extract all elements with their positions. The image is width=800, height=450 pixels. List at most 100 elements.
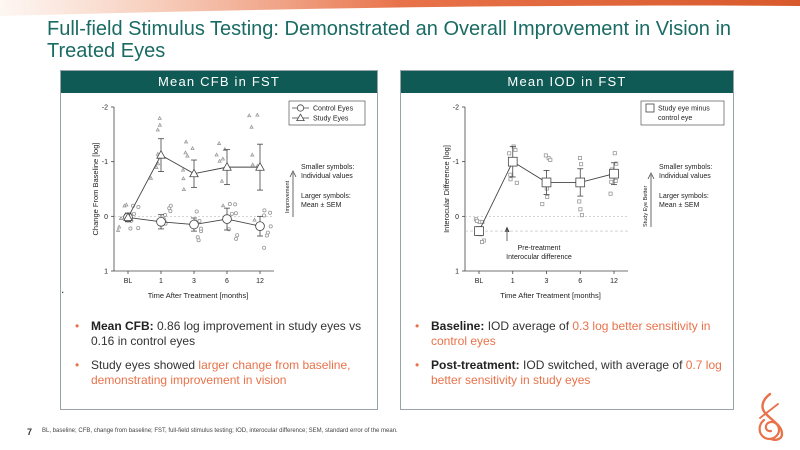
y-tick-label: 1	[455, 269, 459, 276]
individual-value	[183, 150, 188, 155]
x-tick-label: BL	[475, 278, 484, 285]
individual-value	[579, 162, 584, 167]
individual-value	[262, 245, 267, 250]
y-tick-label: 0	[104, 214, 108, 221]
legend-study-minus-control-1: Study eye minus	[658, 106, 710, 113]
pretreatment-label: Pre-treatment	[518, 245, 561, 252]
individual-value	[132, 211, 137, 216]
individual-value	[154, 165, 159, 169]
annotation-larger: Larger symbols:	[659, 193, 709, 200]
annotation-smaller: Smaller symbols:	[301, 164, 354, 171]
mean-marker-circle	[156, 217, 166, 227]
individual-value	[548, 157, 553, 162]
individual-value	[507, 151, 512, 156]
annotation-mean-sem: Mean ± SEM	[659, 202, 700, 209]
individual-value	[183, 139, 189, 144]
legend-study-eyes: Study Eyes	[313, 116, 349, 123]
individual-value	[155, 161, 161, 166]
x-axis-label: Time After Treatment [months]	[500, 291, 601, 300]
legend-box	[640, 100, 725, 126]
mean-marker-triangle	[156, 149, 166, 159]
accent-bar	[0, 0, 800, 16]
x-tick-label: 3	[545, 278, 549, 285]
footnote: BL, baseline; CFB, change from baseline;…	[42, 428, 398, 434]
company-logo	[758, 392, 784, 441]
legend-circle-marker	[296, 104, 305, 112]
individual-value	[115, 227, 121, 232]
individual-value	[540, 202, 545, 207]
individual-value	[250, 152, 255, 157]
mean-marker-triangle	[222, 161, 232, 171]
plot-area: -2 -1 0 1 BL 1 3 6 12 Time After Treatment [month…	[91, 105, 274, 300]
individual-value	[128, 226, 133, 231]
mean-marker-square	[474, 226, 484, 236]
mean-marker-square	[575, 177, 586, 188]
bullet-highlight: 0.3 log better sensitivity in control ey…	[431, 319, 711, 348]
individual-value	[136, 226, 141, 231]
plot-area: -2 -1 0 1 BL 1 3 6 12 Time After Treatment [month…	[442, 105, 628, 300]
individual-value	[168, 209, 173, 214]
bullet-item: Post-treatment: IOD switched, with avera…	[413, 358, 723, 388]
stray-mark: .	[61, 282, 64, 296]
annotation-mean-sem: Mean ± SEM	[301, 202, 342, 209]
bullet-bold: Post-treatment:	[431, 358, 520, 372]
y-axis-label: Interocular Difference [log]	[442, 145, 451, 233]
individual-value	[249, 124, 254, 129]
x-tick-label: 1	[511, 278, 515, 285]
y-tick-label: 0	[455, 214, 459, 221]
individual-value	[514, 180, 519, 185]
bullet-item: Baseline: IOD average of 0.3 log better …	[413, 319, 723, 349]
individual-value	[136, 205, 141, 210]
individual-value	[227, 202, 232, 207]
individual-value	[181, 176, 186, 181]
mean-marker-circle	[222, 214, 232, 224]
improvement-label: Improvement	[285, 180, 291, 213]
individual-value	[181, 187, 187, 191]
bullet-text: 0.86 log improvement in study eyes vs 0.…	[91, 319, 362, 348]
mean-marker-square	[609, 168, 619, 179]
bullet-item: Mean CFB: 0.86 log improvement in study …	[73, 319, 367, 349]
study-eye-better-label: Study Eye Better	[643, 186, 649, 227]
individual-value	[190, 145, 195, 150]
individual-value	[233, 202, 238, 207]
y-tick-label: -2	[102, 105, 108, 112]
individual-value	[613, 178, 618, 183]
y-tick-label: 1	[104, 269, 108, 276]
bullet-item: Study eyes showed larger change from bas…	[73, 358, 367, 388]
individual-value	[168, 203, 173, 208]
individual-value	[268, 210, 273, 215]
x-tick-label: 1	[159, 278, 163, 285]
individual-value	[475, 218, 480, 223]
iod-panel: Mean IOD in FST Study eye minus control …	[400, 70, 734, 410]
y-tick-label: -2	[453, 105, 459, 112]
interocular-difference-label: Interocular difference	[506, 254, 572, 261]
individual-value	[195, 235, 200, 240]
legend-study-minus-control-2: control eye	[658, 115, 692, 122]
individual-value	[185, 153, 190, 158]
individual-value	[220, 156, 226, 161]
individual-value	[262, 208, 267, 213]
bullet-text: IOD switched, with average of	[519, 358, 686, 372]
individual-value	[197, 219, 202, 224]
y-tick-label: -1	[102, 159, 108, 166]
individual-value	[252, 217, 257, 222]
individual-value	[155, 127, 161, 132]
individual-value	[255, 112, 260, 117]
individual-value	[220, 203, 226, 208]
individual-value	[216, 141, 222, 145]
individual-value	[479, 240, 484, 245]
annotation-individual: Individual values	[301, 173, 353, 180]
cfb-panel: Mean CFB in FST . Control Eyes Study Eye…	[60, 70, 378, 410]
individual-value	[608, 191, 613, 196]
individual-value	[122, 203, 127, 208]
individual-value	[250, 162, 255, 167]
slide-title: Full-field Stimulus Testing: Demonstrate…	[47, 18, 732, 62]
individual-value	[157, 122, 163, 127]
x-tick-label: 3	[192, 278, 196, 285]
individual-value	[217, 158, 222, 163]
annotation-individual: Individual values	[659, 173, 711, 180]
annotation-larger: Larger symbols:	[301, 193, 351, 200]
cfb-panel-header: Mean CFB in FST	[61, 71, 377, 93]
legend-triangle-marker	[296, 113, 305, 121]
mean-marker-circle	[255, 221, 265, 231]
